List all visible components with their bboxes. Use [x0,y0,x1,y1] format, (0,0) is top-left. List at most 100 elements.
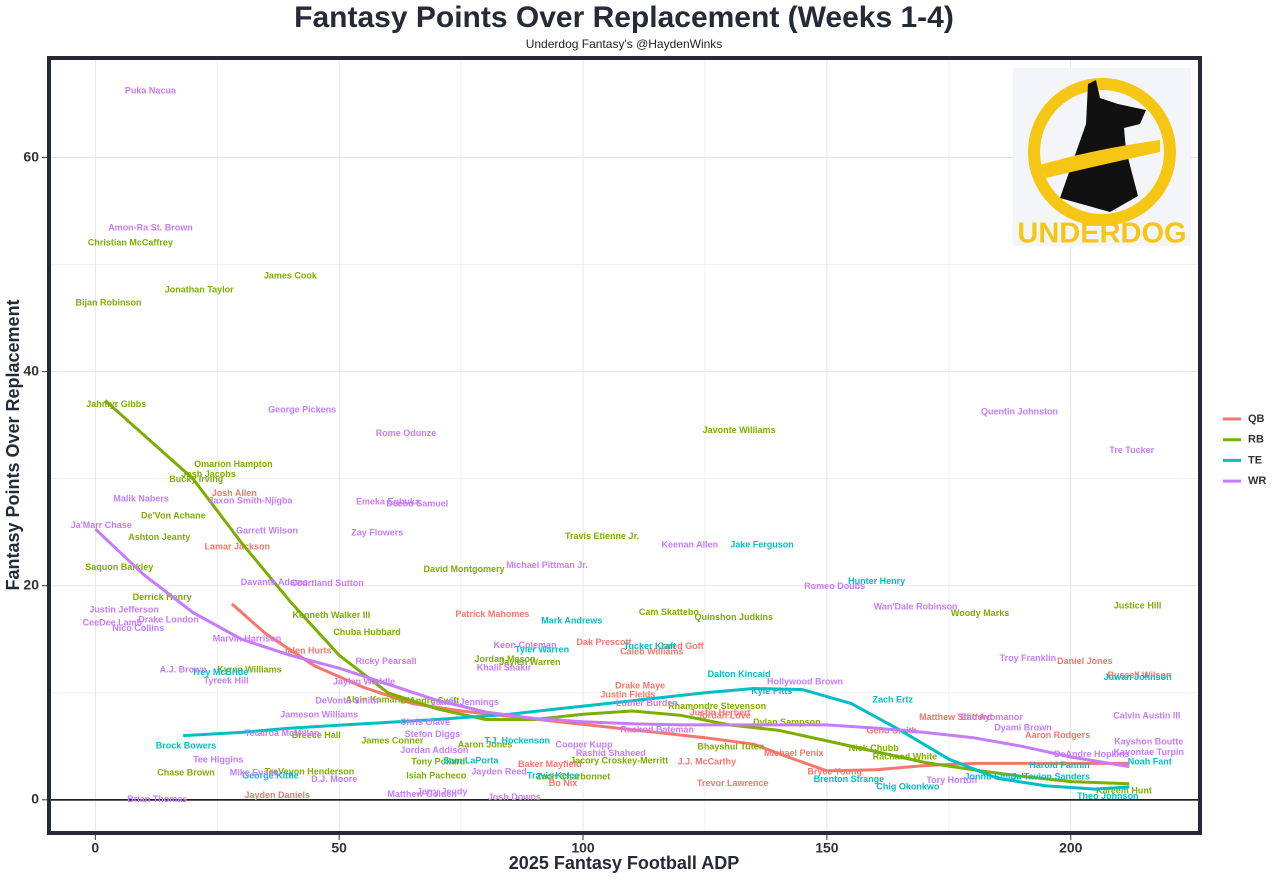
player-label: Rhamondre Stevenson [668,701,766,711]
x-tick-label: 200 [1059,840,1083,856]
player-label: Justice Hill [1114,600,1162,610]
player-label: Mike Evans [230,767,279,777]
player-label: Bo Nix [549,778,578,788]
player-label: Saquon Barkley [85,562,153,572]
player-label: Caleb Williams [620,646,683,656]
player-label: Jaylen Warren [499,657,560,667]
player-label: Chase Brown [157,767,215,777]
player-label: Javonte Williams [703,425,776,435]
player-label: Aaron Jones [458,740,513,750]
player-label: Dalton Kincaid [708,669,771,679]
player-label: Rashid Shaheed [576,748,646,758]
player-label: Kenneth Walker III [293,610,371,620]
logo-scarf [1040,140,1160,178]
player-label: Lamar Jackson [204,542,270,552]
player-label: Troy Franklin [1000,653,1057,663]
player-label: James Conner [361,735,424,745]
plot-area: Josh Allen Lamar Jackson Patrick Mahomes Da… [49,58,1200,833]
trend-line [104,399,1130,786]
player-label: Isiah Pacheco [406,771,467,781]
player-label: Bhayshul Tuten [697,742,764,752]
player-label: Trevor Lawrence [697,778,769,788]
player-label: CeeDee Lamb [83,618,143,628]
player-label: Josh Allen [212,488,257,498]
player-label: Alvin Kamara [346,695,405,705]
player-label: Jahmyr Gibbs [86,399,146,409]
player-label: Jameson Williams [280,710,358,720]
player-label: Nick Chubb [849,743,900,753]
player-label: Courtland Sutton [290,578,364,588]
player-label: Puka Nacua [125,86,177,96]
player-label: Theo Johnson [1077,791,1139,801]
player-label: Jacory Croskey-Merritt [570,756,668,766]
player-label: Jayden Daniels [244,790,310,800]
player-label: Jaxon Smith-Njigba [208,496,293,506]
player-label: Tre Tucker [1109,445,1154,455]
player-label: Zach Charbonnet [536,772,610,782]
player-label: Aaron Rodgers [1025,730,1090,740]
y-tick-label: 40 [23,362,39,378]
player-label: Bijan Robinson [76,298,142,308]
player-label: D'Andre Swift [401,696,460,706]
x-tick-label: 150 [815,840,839,856]
player-label: Rashod Bateman [620,725,694,735]
player-label: Dak Prescott [577,637,632,647]
y-tick-label: 0 [31,791,39,807]
player-label: De'Von Achane [141,511,206,521]
player-label: Rachaad White [873,751,938,761]
trend-line [230,602,1130,773]
player-label: Breece Hall [292,730,341,740]
player-label: Kayshon Boutte [1114,736,1183,746]
player-label: A.J. Brown [160,665,207,675]
player-label: D.J. Moore [311,774,357,784]
logo: UNDERDOG [1013,68,1191,250]
player-label: Brenton Strange [814,774,885,784]
player-label: Ja'Tavion Sanders [1012,772,1091,782]
player-label: Keenan Allen [662,539,719,549]
player-label: J.J. McCarthy [678,757,737,767]
player-label: Amon-Ra St. Brown [108,223,193,233]
player-label: Emeka Egbuka [356,497,421,507]
logo-dog [1060,80,1146,212]
player-label: Nico Collins [112,623,164,633]
player-label: Jordan Love [697,711,751,721]
player-label: Kyren Williams [217,665,281,675]
player-label: Chuba Hubbard [333,627,401,637]
player-label: Hollywood Brown [767,676,843,686]
player-label: Jake Ferguson [730,539,794,549]
player-label: Kavontae Turpin [1114,747,1184,757]
y-axis-label: Fantasy Points Over Replacement [3,299,23,590]
player-label: Quentin Johnston [981,407,1058,417]
player-label: Juwan Johnson [1104,672,1172,682]
player-label: Jalen Hurts [282,645,331,655]
player-label: Justin Herbert [690,707,751,717]
player-label: Travis Etienne Jr. [565,531,639,541]
player-label: Malik Nabers [113,493,169,503]
player-label: Travis Kelce [527,771,580,781]
player-label: Chig Okonkwo [876,781,940,791]
player-label: Tyler Warren [515,644,569,654]
logo-text: UNDERDOG [1017,218,1186,250]
x-axis-label: 2025 Fantasy Football ADP [509,853,739,873]
x-tick-label: 0 [91,840,99,856]
player-label: Stefon Diggs [405,729,461,739]
player-label: Keon Coleman [493,640,556,650]
player-label: Tetairoa McMillan [245,728,320,738]
player-label: Tucker Kraft [624,641,676,651]
legend-label: QB [1248,413,1265,425]
player-label: Brian Thomas [127,794,187,804]
trend-line [183,686,1130,791]
player-label: Daniel Jones [1057,656,1113,666]
x-tick-label: 50 [331,840,347,856]
player-label: Michael Penix [764,748,824,758]
player-label: Kyle Pitts [751,686,792,696]
player-label: Omarion Hampton [194,459,273,469]
player-label: Justin Fields [600,689,655,699]
player-label: Drake London [138,614,199,624]
player-label: Matthew Stafford [919,712,992,722]
player-label: Woody Marks [951,608,1009,618]
legend-label: WR [1248,475,1266,487]
player-label: Jonathan Taylor [165,285,234,295]
player-label: Brock Bowers [156,741,217,751]
